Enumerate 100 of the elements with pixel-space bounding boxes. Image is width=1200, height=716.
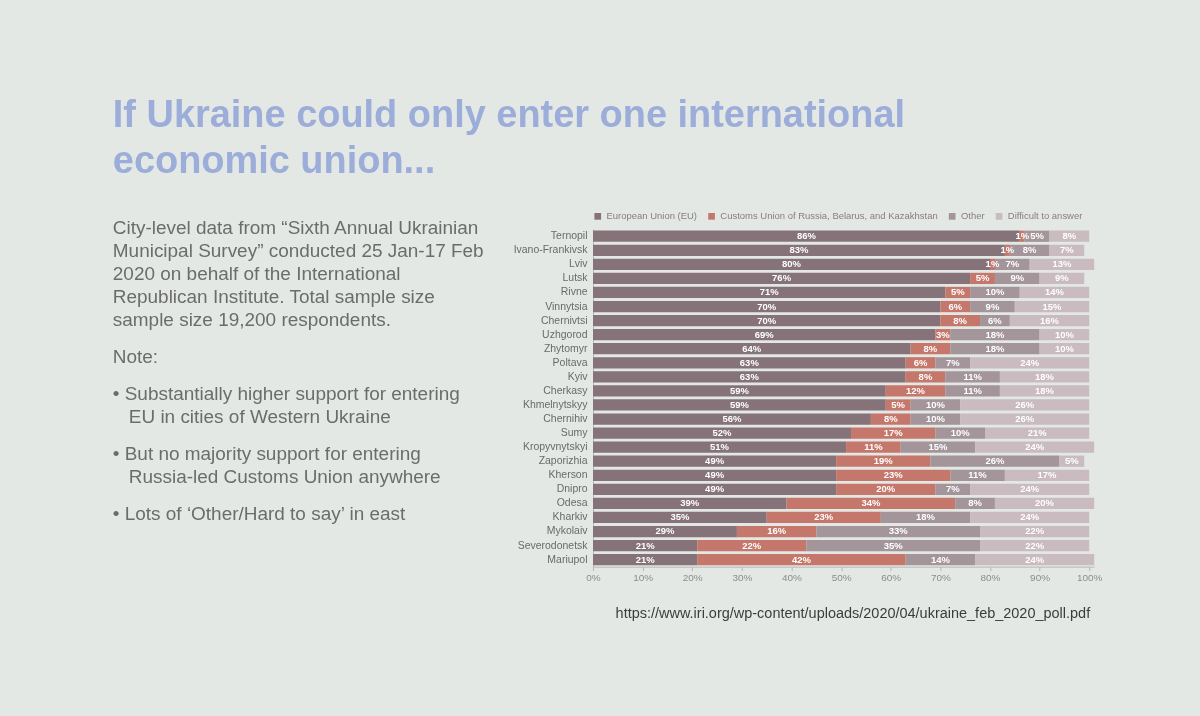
data-label: 11% [864,441,884,453]
bar [806,539,981,552]
bar [593,441,847,453]
data-label: 18% [1035,370,1055,382]
data-label: 17% [1037,469,1058,481]
y-tick-label: Lviv [568,258,589,270]
data-label: 6% [988,314,1003,326]
data-label: 39% [680,497,700,509]
data-label: 34% [861,497,881,509]
y-tick-label: Kyiv [567,370,589,382]
x-tick-label: 90% [1030,572,1051,584]
bar [593,286,946,299]
legend-label: European Union (EU) [606,210,698,222]
data-label: 35% [670,511,690,523]
y-tick-label: Zaporizhia [538,455,588,467]
data-label: 24% [1020,356,1040,368]
bar [697,539,807,552]
bar [593,497,787,510]
bar [816,525,981,538]
y-tick-label: Ternopil [550,230,588,242]
bar [593,314,941,327]
bar [593,554,698,566]
bar [945,385,1000,397]
data-label: 22% [1025,539,1045,551]
data-label: 15% [1042,300,1063,312]
y-tick-label: Lutsk [562,272,589,284]
data-label: 29% [655,525,676,537]
data-label: 51% [710,441,730,453]
x-tick-label: 80% [980,572,1001,584]
bar [593,539,698,552]
x-tick-label: 30% [732,572,753,584]
data-label: 5% [891,398,906,410]
y-tick-label: Mykolaiv [546,525,589,537]
data-label: 23% [883,469,904,481]
data-label: 7% [1005,258,1020,270]
bar [836,469,951,481]
x-tick-label: 40% [782,572,803,584]
bar [593,371,906,383]
data-label: 1% [985,258,1000,270]
legend-label: Other [960,210,985,222]
data-label: 63% [739,370,760,382]
bar [970,483,1090,495]
data-label: 16% [1040,314,1060,326]
data-label: 7% [945,483,961,495]
x-tick-label: 20% [682,572,703,584]
data-label: 21% [635,539,656,551]
data-label: 21% [635,553,656,565]
x-tick-label: 60% [881,572,902,584]
y-tick-label: Severodonetsk [517,539,589,551]
data-label: 24% [1025,553,1045,565]
data-label: 49% [705,469,725,481]
data-label: 17% [883,427,904,439]
data-label: 8% [918,370,933,382]
data-label: 8% [1062,230,1077,242]
bar [697,554,906,566]
bar [593,427,852,439]
data-label: 14% [1045,286,1065,298]
data-label: 10% [950,427,971,439]
data-label: 5% [975,272,990,284]
data-label: 3% [935,328,951,340]
data-label: 59% [729,384,750,396]
y-tick-label: Sumy [560,427,589,439]
data-label: 1% [1000,244,1015,256]
data-label: 26% [1015,413,1035,425]
data-label: 5% [1065,455,1080,467]
data-label: 10% [1054,328,1075,340]
y-tick-label: Poltava [552,356,588,368]
y-tick-label: Kharkiv [552,511,589,523]
bar [985,427,1090,439]
data-label: 13% [1052,258,1072,270]
data-label: 22% [1025,525,1045,537]
data-label: 11% [968,469,988,481]
bar [960,399,1090,411]
bar [593,343,911,355]
data-label: 9% [985,300,1000,312]
y-tick-label: Chernivtsi [540,314,588,326]
data-label: 21% [1027,427,1048,439]
text: Note: [112,345,159,367]
data-label: 8% [923,342,938,354]
data-label: 63% [739,356,760,368]
data-label: 80% [782,258,802,270]
text: https://www.iri.org/wp-content/uploads/2020/04/ukraine_feb_2020_poll.pdf [615,604,1092,621]
y-tick-label: Rivne [560,286,588,298]
bar [975,441,1095,453]
y-tick-label: Cherkasy [543,384,589,396]
data-label: 26% [1015,398,1035,410]
chart-title: If Ukraine could only enter one international economic union... [112,93,906,182]
bar [593,511,767,524]
y-tick-label: Ivano-Frankivsk [513,244,589,256]
y-tick-label: Zhytomyr [543,342,589,354]
text: • But no majority support for entering Russia-led Customs Union anywhere [112,442,441,487]
data-label: 6% [913,356,928,368]
y-tick-label: Mariupol [547,553,588,565]
data-label: 11% [963,384,983,396]
data-label: 70% [757,314,777,326]
y-tick-label: Kropyvnytskyi [522,441,588,453]
bar [593,413,871,425]
data-label: 71% [759,286,780,298]
x-tick-label: 50% [831,572,852,584]
data-label: 7% [1060,244,1075,256]
